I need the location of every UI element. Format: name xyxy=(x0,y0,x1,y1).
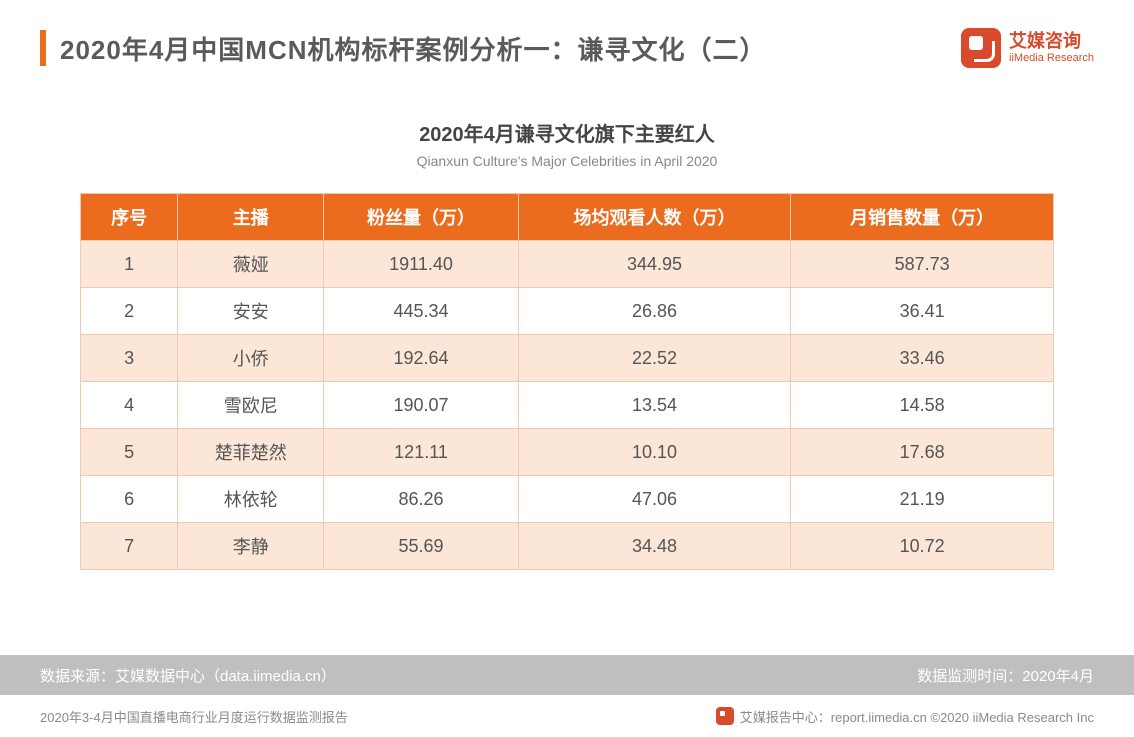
footer-left: 2020年3-4月中国直播电商行业月度运行数据监测报告 xyxy=(40,707,348,726)
table-row: 3 小侨 192.64 22.52 33.46 xyxy=(81,335,1054,382)
cell-seq: 4 xyxy=(81,382,178,429)
th-sales: 月销售数量（万） xyxy=(791,194,1054,241)
cell-sales: 21.19 xyxy=(791,476,1054,523)
footer-logo-icon xyxy=(716,707,734,725)
cell-sales: 587.73 xyxy=(791,241,1054,288)
th-name: 主播 xyxy=(178,194,324,241)
title-wrap: 2020年4月中国MCN机构标杆案例分析一：谦寻文化（二） xyxy=(40,30,767,67)
cell-sales: 33.46 xyxy=(791,335,1054,382)
cell-seq: 2 xyxy=(81,288,178,335)
page-title: 2020年4月中国MCN机构标杆案例分析一：谦寻文化（二） xyxy=(60,30,767,67)
cell-name: 安安 xyxy=(178,288,324,335)
table-body: 1 薇娅 1911.40 344.95 587.73 2 安安 445.34 2… xyxy=(81,241,1054,570)
cell-sales: 14.58 xyxy=(791,382,1054,429)
cell-views: 344.95 xyxy=(518,241,790,288)
footer-right-group: 艾媒报告中心：report.iimedia.cn ©2020 iiMedia R… xyxy=(716,707,1094,726)
table-row: 1 薇娅 1911.40 344.95 587.73 xyxy=(81,241,1054,288)
table-title-cn: 2020年4月谦寻文化旗下主要红人 xyxy=(80,118,1054,147)
brand-name-cn: 艾媒咨询 xyxy=(1009,31,1094,52)
cell-seq: 7 xyxy=(81,523,178,570)
cell-name: 楚菲楚然 xyxy=(178,429,324,476)
source-left: 数据来源：艾媒数据中心（data.iimedia.cn） xyxy=(40,665,336,686)
cell-views: 10.10 xyxy=(518,429,790,476)
brand-logo: 艾媒咨询 iiMedia Research xyxy=(961,28,1094,68)
cell-fans: 445.34 xyxy=(324,288,519,335)
footer: 2020年3-4月中国直播电商行业月度运行数据监测报告 艾媒报告中心：repor… xyxy=(0,695,1134,737)
th-seq: 序号 xyxy=(81,194,178,241)
cell-views: 34.48 xyxy=(518,523,790,570)
footer-right: 艾媒报告中心：report.iimedia.cn ©2020 iiMedia R… xyxy=(740,707,1094,726)
cell-seq: 6 xyxy=(81,476,178,523)
content: 2020年4月谦寻文化旗下主要红人 Qianxun Culture's Majo… xyxy=(0,68,1134,570)
source-right: 数据监测时间：2020年4月 xyxy=(917,665,1094,686)
cell-fans: 55.69 xyxy=(324,523,519,570)
cell-name: 林依轮 xyxy=(178,476,324,523)
cell-name: 雪欧尼 xyxy=(178,382,324,429)
cell-sales: 10.72 xyxy=(791,523,1054,570)
header: 2020年4月中国MCN机构标杆案例分析一：谦寻文化（二） 艾媒咨询 iiMed… xyxy=(0,0,1134,68)
source-bar: 数据来源：艾媒数据中心（data.iimedia.cn） 数据监测时间：2020… xyxy=(0,655,1134,695)
cell-fans: 86.26 xyxy=(324,476,519,523)
celebrity-table: 序号 主播 粉丝量（万） 场均观看人数（万） 月销售数量（万） 1 薇娅 191… xyxy=(80,193,1054,570)
table-row: 5 楚菲楚然 121.11 10.10 17.68 xyxy=(81,429,1054,476)
table-header-row: 序号 主播 粉丝量（万） 场均观看人数（万） 月销售数量（万） xyxy=(81,194,1054,241)
table-row: 4 雪欧尼 190.07 13.54 14.58 xyxy=(81,382,1054,429)
table-row: 6 林依轮 86.26 47.06 21.19 xyxy=(81,476,1054,523)
brand-name-en: iiMedia Research xyxy=(1009,52,1094,65)
table-row: 2 安安 445.34 26.86 36.41 xyxy=(81,288,1054,335)
brand-logo-icon xyxy=(961,28,1001,68)
cell-fans: 1911.40 xyxy=(324,241,519,288)
cell-seq: 1 xyxy=(81,241,178,288)
table-row: 7 李静 55.69 34.48 10.72 xyxy=(81,523,1054,570)
th-fans: 粉丝量（万） xyxy=(324,194,519,241)
cell-views: 22.52 xyxy=(518,335,790,382)
cell-fans: 192.64 xyxy=(324,335,519,382)
brand-logo-text: 艾媒咨询 iiMedia Research xyxy=(1009,31,1094,64)
accent-bar xyxy=(40,30,46,66)
cell-views: 13.54 xyxy=(518,382,790,429)
th-views: 场均观看人数（万） xyxy=(518,194,790,241)
table-title-en: Qianxun Culture's Major Celebrities in A… xyxy=(80,153,1054,169)
cell-fans: 190.07 xyxy=(324,382,519,429)
cell-name: 薇娅 xyxy=(178,241,324,288)
cell-sales: 17.68 xyxy=(791,429,1054,476)
cell-views: 26.86 xyxy=(518,288,790,335)
cell-name: 小侨 xyxy=(178,335,324,382)
cell-seq: 5 xyxy=(81,429,178,476)
cell-fans: 121.11 xyxy=(324,429,519,476)
cell-name: 李静 xyxy=(178,523,324,570)
cell-views: 47.06 xyxy=(518,476,790,523)
cell-sales: 36.41 xyxy=(791,288,1054,335)
cell-seq: 3 xyxy=(81,335,178,382)
